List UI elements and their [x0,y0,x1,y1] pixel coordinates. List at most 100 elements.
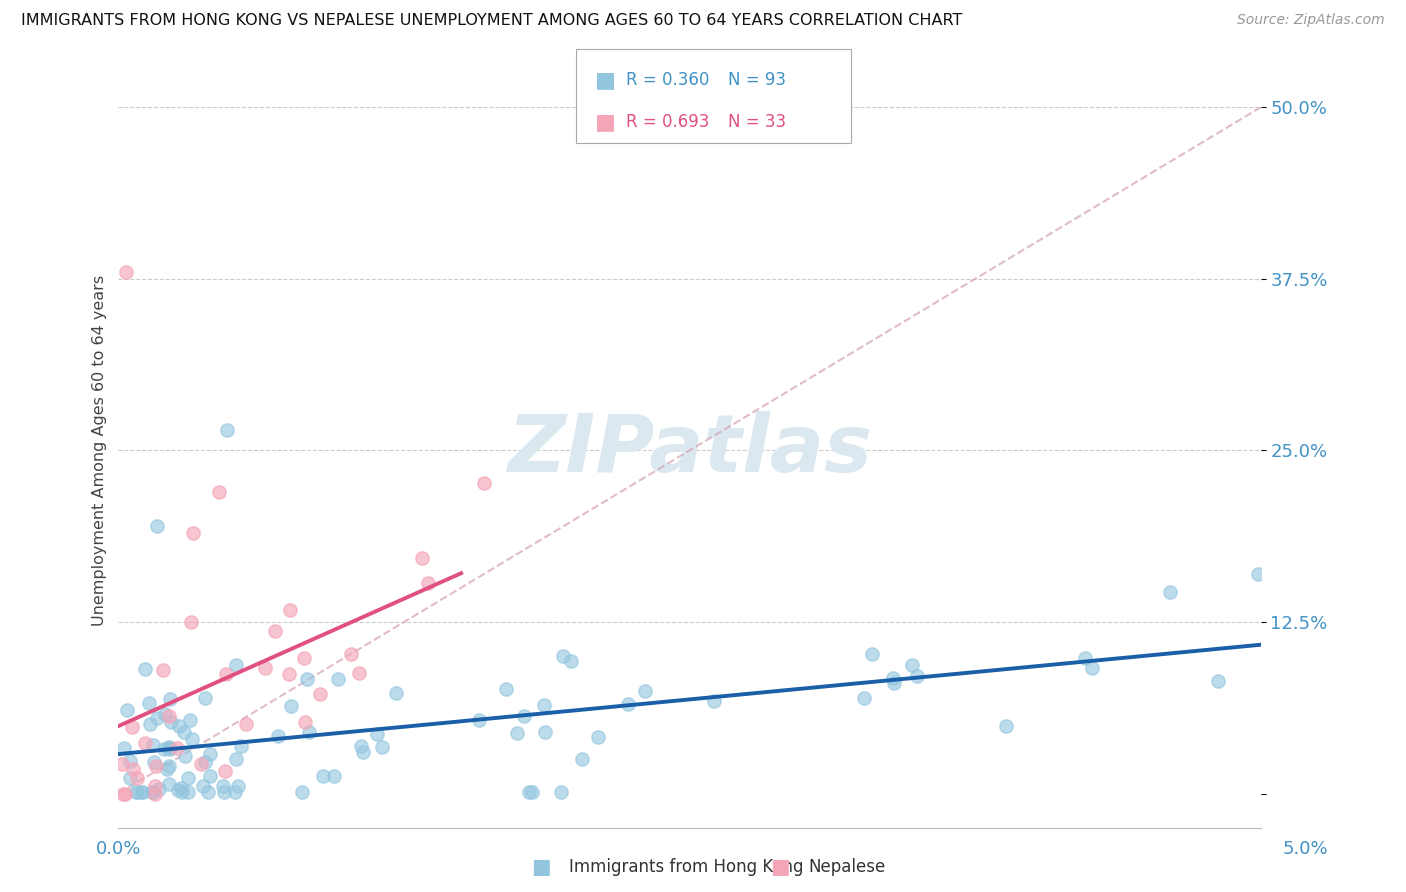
Point [995,719,1018,733]
Point [254,661,277,675]
Point [309,687,332,701]
Point [212,785,235,799]
Point [157,709,180,723]
Text: Immigrants from Hong Kong: Immigrants from Hong Kong [569,858,804,876]
Point [118,754,141,768]
Point [146,711,169,725]
Point [142,785,165,799]
Point [883,676,905,690]
Point [131,785,153,799]
Point [634,683,657,698]
Point [312,769,335,783]
Point [291,785,314,799]
Point [571,751,593,765]
Point [617,698,640,712]
Point [148,782,170,797]
Point [298,724,321,739]
Point [900,657,922,672]
Point [200,769,222,783]
Point [167,719,190,733]
Text: N = 33: N = 33 [728,113,786,131]
Point [156,762,179,776]
Point [349,739,371,753]
Point [416,576,439,591]
Point [146,519,169,533]
Point [197,785,219,799]
Point [180,732,202,747]
Point [229,739,252,753]
Point [160,714,183,729]
Text: ■: ■ [595,70,616,90]
Point [172,785,194,799]
Point [1081,661,1104,675]
Point [267,729,290,743]
Point [297,672,319,686]
Point [214,764,236,779]
Text: 0.0%: 0.0% [96,840,141,858]
Point [294,715,316,730]
Point [194,756,217,770]
Point [226,780,249,794]
Point [157,739,180,754]
Point [134,662,156,676]
Point [180,615,202,629]
Point [533,698,555,712]
Point [145,787,167,801]
Point [1247,567,1270,582]
Point [112,740,135,755]
Point [166,740,188,755]
Point [277,667,299,681]
Point [143,755,166,769]
Point [111,757,134,772]
Point [121,720,143,734]
Point [703,694,725,708]
Point [157,759,180,773]
Point [225,752,247,766]
Point [177,771,200,785]
Point [191,780,214,794]
Y-axis label: Unemployment Among Ages 60 to 64 years: Unemployment Among Ages 60 to 64 years [93,275,107,626]
Point [143,779,166,793]
Text: IMMIGRANTS FROM HONG KONG VS NEPALESE UNEMPLOYMENT AMONG AGES 60 TO 64 YEARS COR: IMMIGRANTS FROM HONG KONG VS NEPALESE UN… [21,13,963,29]
Point [512,708,534,723]
Point [169,780,191,795]
Point [174,749,197,764]
Point [340,647,363,661]
Point [550,785,572,799]
Point [190,757,212,772]
Point [520,785,543,799]
Point [411,551,433,566]
Point [352,745,374,759]
Point [179,713,201,727]
Point [472,476,495,491]
Point [177,785,200,799]
Point [159,742,181,756]
Text: Nepalese: Nepalese [808,858,886,876]
Point [159,692,181,706]
Point [385,686,408,700]
Point [117,703,139,717]
Point [533,724,555,739]
Point [120,771,142,785]
Point [366,727,388,741]
Text: ZIPatlas: ZIPatlas [508,411,872,490]
Point [173,724,195,739]
Point [157,777,180,791]
Point [560,654,582,668]
Point [134,736,156,750]
Point [468,713,491,727]
Point [121,763,143,777]
Text: R = 0.360: R = 0.360 [626,71,709,89]
Point [280,699,302,714]
Point [153,707,176,722]
Point [264,624,287,638]
Point [152,663,174,677]
Point [586,730,609,744]
Point [371,740,394,755]
Text: ■: ■ [770,857,790,877]
Point [852,691,875,706]
Point [131,785,153,799]
Text: ■: ■ [595,112,616,132]
Point [198,747,221,762]
Point [181,525,204,540]
